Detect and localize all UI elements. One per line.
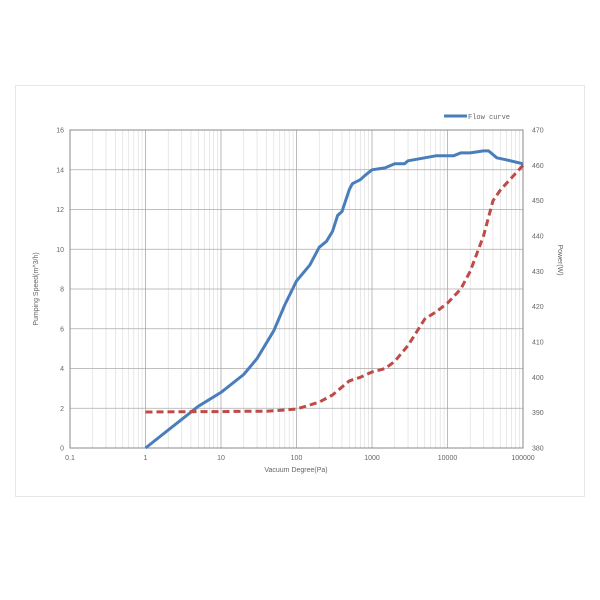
ticks: 0 2 4 6 8 10 12 14 16 380 390 400 410 420 430 440 450 460… [56,128,544,463]
x-tick-label: 10000 [438,455,458,462]
y-tick-label: 8 [60,287,64,294]
chart-frame [15,85,585,497]
series-line-power [145,164,525,414]
y2-tick-label: 410 [532,340,544,347]
y2-axis-label: Power(W) [556,244,563,275]
y-tick-label: 4 [60,366,64,373]
y-tick-label: 2 [60,406,64,413]
y-tick-label: 12 [56,207,64,214]
y-tick-label: 16 [56,128,64,135]
y-tick-label: 10 [56,247,64,254]
y-tick-label: 6 [60,326,64,333]
y2-tick-label: 440 [532,234,544,241]
series [144,149,525,450]
y2-tick-label: 390 [532,410,544,417]
x-tick-label: 100 [291,455,303,462]
legend: Flow curve [444,114,510,122]
y2-tick-label: 470 [532,128,544,135]
x-tick-label: 1 [144,455,148,462]
y2-tick-label: 430 [532,269,544,276]
y-tick-label: 14 [56,167,64,174]
series-line-flow-curve [144,149,524,450]
x-tick-label: 100000 [511,455,534,462]
x-tick-label: 0.1 [65,455,75,462]
x-axis-label: Vacuum Degree(Pa) [264,467,327,474]
y-axis-label: Pumping Speed(m^3/h) [33,252,40,325]
x-tick-label: 10 [217,455,225,462]
y-tick-label: 0 [60,446,64,453]
y2-tick-label: 380 [532,446,544,453]
x-tick-label: 1000 [364,455,380,462]
y2-tick-label: 400 [532,375,544,382]
plot-border [69,129,524,449]
y2-tick-label: 420 [532,304,544,311]
y2-tick-label: 460 [532,163,544,170]
legend-label-flow-curve: Flow curve [468,114,510,122]
y2-tick-label: 450 [532,198,544,205]
grid [69,129,523,449]
